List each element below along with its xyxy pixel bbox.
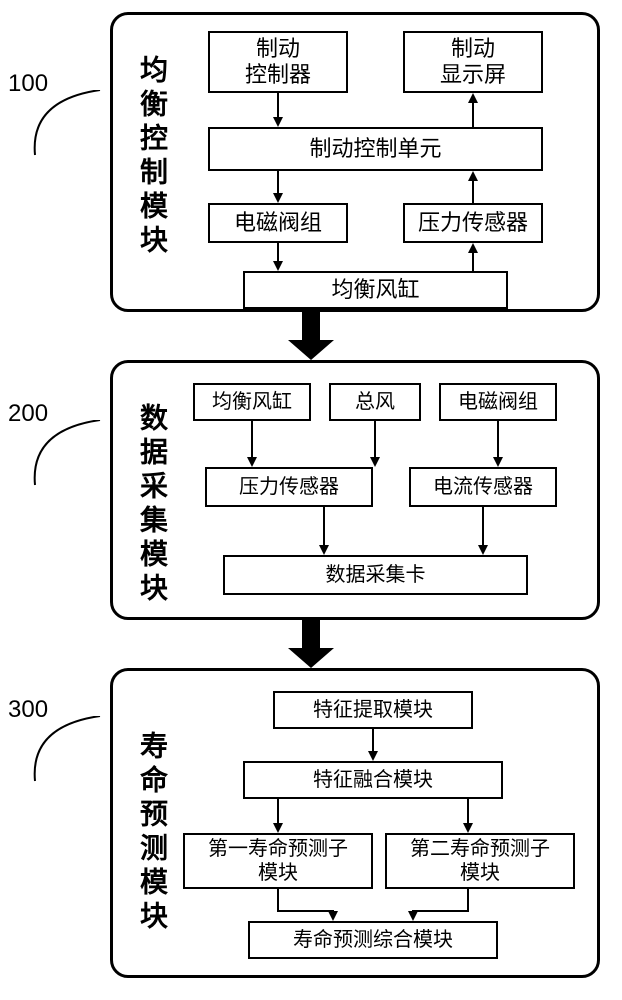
node-box: 数据采集卡 xyxy=(223,555,528,595)
node-box: 电磁阀组 xyxy=(208,203,348,243)
node-box: 特征融合模块 xyxy=(243,761,503,799)
node-box: 压力传感器 xyxy=(205,467,373,507)
node-box: 特征提取模块 xyxy=(273,691,473,729)
node-box: 压力传感器 xyxy=(403,203,543,243)
module-label: 数据采集模块 xyxy=(131,403,171,607)
bracket-curve xyxy=(30,90,120,160)
node-box: 均衡风缸 xyxy=(243,271,508,309)
node-box: 第一寿命预测子模块 xyxy=(183,833,373,889)
node-box: 均衡风缸 xyxy=(193,383,311,421)
node-box: 总风 xyxy=(329,383,421,421)
node-box: 第二寿命预测子模块 xyxy=(385,833,575,889)
module-300: 寿命预测模块 特征提取模块特征融合模块第一寿命预测子模块第二寿命预测子模块寿命预测… xyxy=(110,668,600,978)
node-box: 制动控制器 xyxy=(208,31,348,93)
module-100: 均衡控制模块制动控制器制动显示屏制动控制单元电磁阀组 压力传感器均衡风缸 xyxy=(110,12,600,312)
node-box: 电流传感器 xyxy=(409,467,557,507)
module-200: 数据采集模块均衡风缸总风电磁阀组压力传感器电流传感器数据采集卡 xyxy=(110,360,600,620)
module-label: 寿命预测模块 xyxy=(131,731,171,935)
node-box: 制动控制单元 xyxy=(208,127,543,171)
node-box: 电磁阀组 xyxy=(439,383,557,421)
node-box: 制动显示屏 xyxy=(403,31,543,93)
bracket-curve xyxy=(30,716,120,786)
module-label: 均衡控制模块 xyxy=(131,55,171,259)
bracket-curve xyxy=(30,420,120,490)
node-box: 寿命预测综合模块 xyxy=(248,921,498,959)
